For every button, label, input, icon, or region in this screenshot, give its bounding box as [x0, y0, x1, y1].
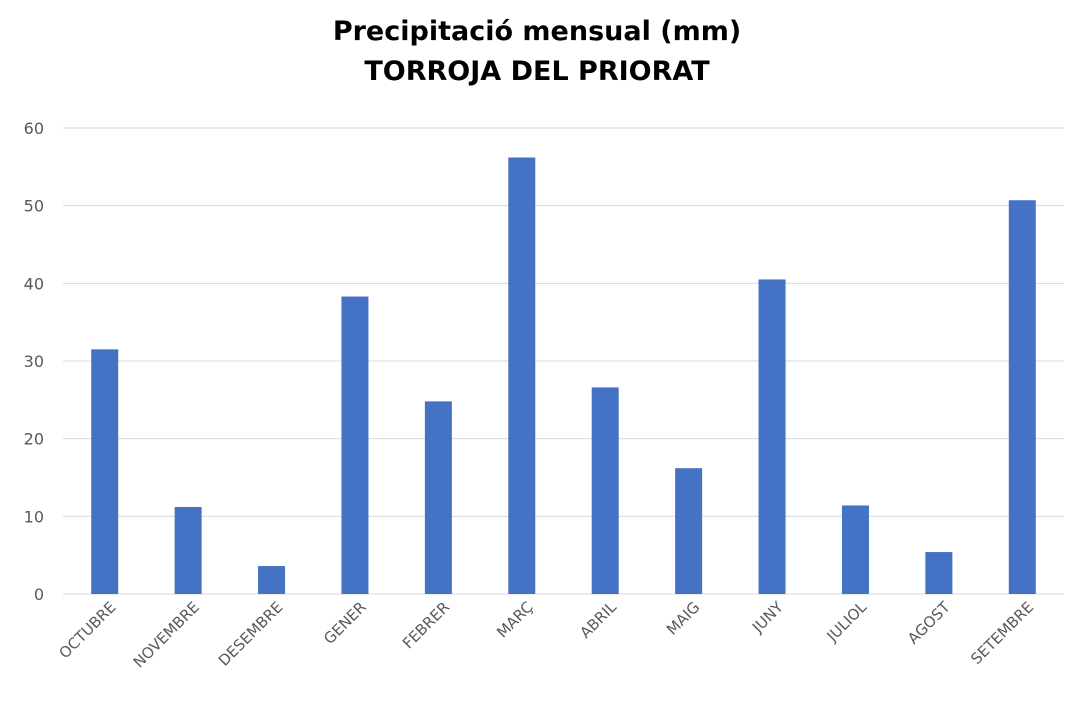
chart-subtitle: TORROJA DEL PRIORAT [364, 56, 710, 87]
bar [341, 296, 369, 594]
gridlines [63, 127, 1064, 595]
x-tick-label: JULIOL [823, 598, 871, 646]
y-tick-label: 50 [24, 197, 44, 216]
y-tick-label: 20 [24, 430, 44, 449]
bar [258, 566, 286, 594]
bar [508, 157, 536, 594]
bar [424, 401, 452, 594]
x-tick-label: JUNY [748, 598, 787, 637]
bar [174, 507, 202, 594]
y-tick-label: 40 [24, 274, 44, 293]
bars [91, 157, 1036, 595]
y-axis-ticks: 0 10 20 30 40 50 60 [24, 119, 44, 604]
bar [758, 279, 786, 594]
bar [841, 505, 869, 594]
x-tick-label: MAIG [663, 598, 703, 638]
x-tick-label: FEBRER [399, 598, 453, 652]
x-tick-label: ABRIL [576, 598, 620, 642]
y-tick-label: 0 [34, 585, 44, 604]
y-tick-label: 30 [24, 352, 44, 371]
bar [1008, 200, 1036, 595]
x-tick-label: AGOST [904, 598, 954, 648]
x-tick-label: MARÇ [493, 598, 536, 641]
bar [925, 552, 953, 594]
bar [591, 387, 619, 594]
x-tick-label: GENER [320, 598, 370, 648]
bar [675, 468, 703, 594]
bar [91, 349, 119, 594]
y-tick-label: 60 [24, 119, 44, 138]
x-tick-label: DESEMBRE [215, 598, 287, 670]
chart-title-block: Precipitació mensual (mm) TORROJA DEL PR… [0, 12, 1074, 92]
x-tick-label: OCTUBRE [55, 598, 119, 662]
chart-title: Precipitació mensual (mm) [332, 16, 742, 47]
x-tick-label: SETEMBRE [967, 598, 1037, 668]
x-axis-ticks: OCTUBRE NOVEMBRE DESEMBRE GENER FEBRER MARÇ AB… [55, 598, 1037, 672]
x-tick-label: NOVEMBRE [130, 598, 203, 671]
y-tick-label: 10 [24, 507, 44, 526]
